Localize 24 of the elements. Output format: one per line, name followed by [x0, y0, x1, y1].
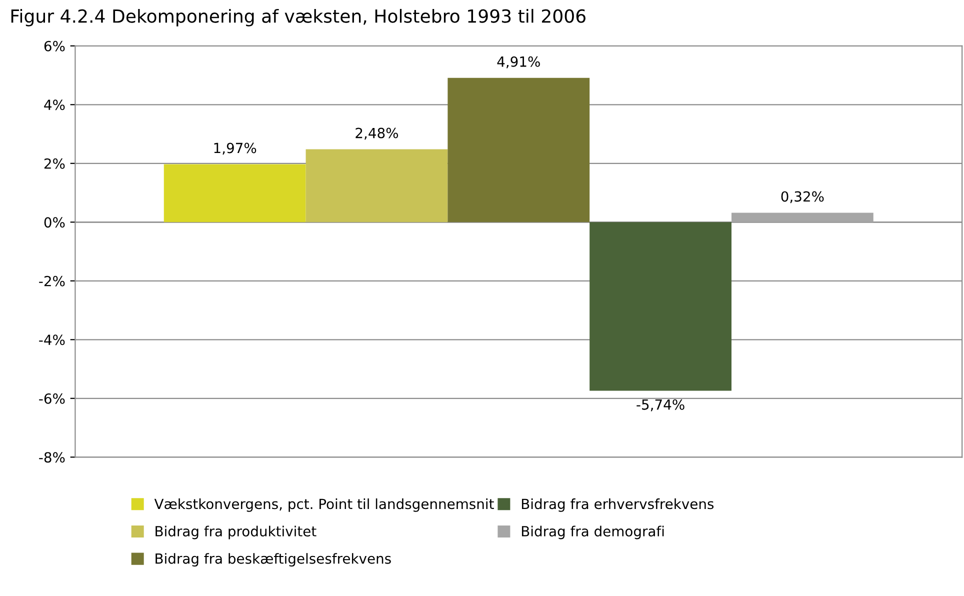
y-tick-label: 4% — [44, 100, 65, 110]
legend-label: Bidrag fra demografi — [522, 526, 664, 540]
data-label: 4,91% — [497, 56, 540, 68]
legend-label: Vækstkonvergens, pct. Point til landsgennemsnit — [154, 498, 494, 512]
legend-label: Bidrag fra produktivitet — [156, 526, 316, 540]
y-tick-label: 0% — [44, 217, 65, 228]
data-label: 2,48% — [356, 128, 398, 140]
bar — [164, 164, 306, 222]
bar — [731, 212, 874, 222]
y-tick-label: -2% — [39, 276, 65, 286]
data-label: 0,32% — [781, 191, 824, 204]
legend-label: Bidrag fra erhvervsfrekvens — [522, 498, 714, 512]
y-tick-label: 2% — [44, 158, 65, 169]
bar — [590, 222, 732, 391]
y-tick-label: -4% — [39, 334, 65, 346]
data-label: -5,74% — [636, 399, 684, 412]
y-tick-label: 6% — [44, 40, 65, 52]
y-tick-label: -6% — [39, 393, 65, 404]
chart-title: Figur 4.2.4 Dekomponering af væksten, Holstebro 1993 til 2006 — [11, 8, 586, 26]
y-tick-label: -8% — [39, 452, 65, 463]
bar — [448, 78, 590, 222]
bar — [306, 149, 448, 222]
legend-label: Bidrag fra beskæftigelsesfrekvens — [156, 553, 391, 567]
data-label: 1,97% — [214, 142, 256, 155]
